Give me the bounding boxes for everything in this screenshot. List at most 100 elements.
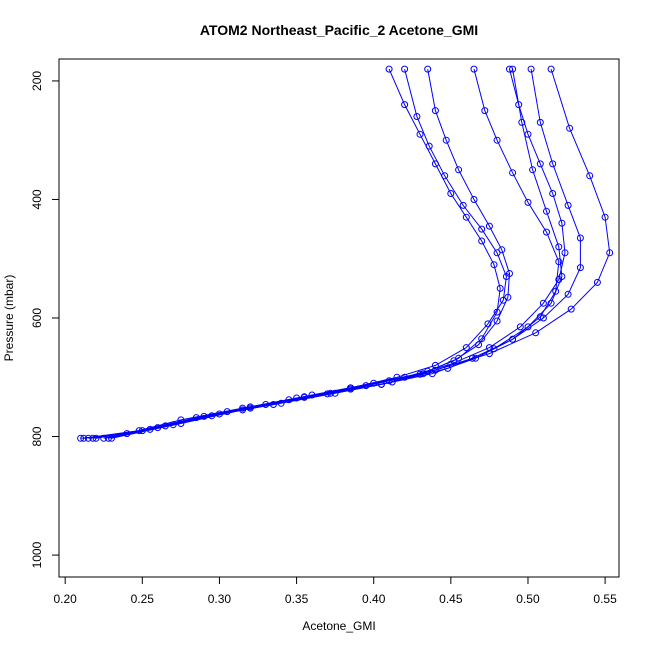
x-tick-label: 0.50 [516, 592, 540, 606]
data-point [547, 65, 555, 73]
series-line [88, 68, 507, 439]
data-point [496, 284, 504, 292]
data-point [536, 160, 544, 168]
data-point [89, 434, 97, 442]
data-point [493, 317, 501, 325]
data-point [543, 228, 550, 236]
series-8 [104, 65, 584, 442]
data-point [509, 65, 517, 73]
data-point [200, 412, 208, 420]
data-point [478, 237, 486, 245]
data-point [504, 293, 512, 301]
data-point [385, 65, 393, 73]
plot-frame [58, 58, 620, 578]
data-point [506, 65, 513, 73]
x-tick-label: 0.55 [593, 592, 617, 606]
series-6 [89, 65, 563, 442]
data-point [462, 344, 470, 352]
data-point [490, 345, 498, 353]
data-point [388, 378, 396, 386]
data-point [532, 329, 540, 337]
data-point [564, 201, 572, 209]
data-point [606, 249, 614, 257]
data-point [527, 65, 535, 73]
data-point [601, 213, 609, 221]
series-line [95, 69, 511, 439]
data-point [549, 160, 557, 168]
data-point [518, 118, 526, 126]
data-point [475, 341, 483, 349]
y-tick-label: 200 [30, 71, 44, 91]
data-point [77, 434, 85, 442]
series-line [108, 69, 581, 439]
data-point [485, 222, 493, 230]
y-tick-label: 600 [30, 308, 44, 328]
data-point [555, 258, 563, 266]
data-point [478, 225, 486, 233]
x-tick-label: 0.40 [362, 592, 386, 606]
data-point [576, 234, 584, 242]
chart-title: ATOM2 Northeast_Pacific_2 Acetone_GMI [200, 22, 478, 38]
data-point [552, 287, 560, 295]
data-point [80, 434, 88, 442]
series-line [80, 68, 501, 439]
data-point [536, 118, 544, 126]
data-point [444, 364, 452, 372]
data-point [547, 299, 555, 307]
x-tick-label: 0.35 [285, 592, 309, 606]
x-axis: 0.20 0.25 0.30 0.35 0.40 0.45 0.50 0.55 [53, 576, 617, 606]
data-point [506, 270, 513, 277]
data-point [300, 393, 308, 401]
data-point [462, 213, 470, 221]
y-tick-label: 800 [30, 426, 44, 446]
data-point [539, 299, 547, 307]
data-point [555, 243, 563, 251]
data-point [239, 406, 247, 414]
data-point [516, 323, 524, 331]
data-point [524, 198, 532, 206]
data-point [586, 172, 594, 180]
series-2 [84, 65, 510, 442]
data-point [401, 65, 409, 73]
data-point [576, 264, 584, 272]
data-point [470, 65, 478, 73]
data-point [558, 219, 566, 227]
data-point [459, 201, 467, 209]
series-line [103, 68, 566, 439]
data-point [425, 142, 433, 150]
data-point [401, 101, 409, 109]
x-tick-label: 0.30 [208, 592, 232, 606]
data-point [169, 421, 177, 429]
data-point [442, 136, 450, 144]
data-point [498, 246, 506, 254]
data-point [441, 172, 449, 180]
data-point [529, 166, 537, 174]
data-point [135, 427, 143, 435]
data-point [539, 314, 547, 322]
data-point [567, 305, 575, 313]
data-point [470, 196, 478, 203]
data-point [419, 370, 427, 378]
data-point [413, 113, 421, 120]
data-point [447, 190, 455, 197]
x-tick-label: 0.20 [53, 592, 77, 606]
data-point [362, 382, 370, 390]
y-axis: 200 400 600 800 1000 [30, 71, 60, 568]
data-point [455, 166, 463, 174]
y-axis-label: Pressure (mbar) [2, 275, 16, 362]
data-point [509, 169, 517, 177]
data-point [416, 130, 424, 138]
series-3 [92, 65, 513, 442]
data-point [104, 434, 112, 442]
series-line [92, 68, 560, 439]
data-point [484, 320, 492, 328]
series-line [111, 68, 611, 439]
series-7 [80, 65, 566, 442]
y-tick-label: 400 [30, 189, 44, 209]
series-line [83, 69, 563, 439]
data-point [478, 335, 486, 343]
data-point [481, 107, 489, 115]
y-tick-label: 1000 [30, 541, 44, 568]
data-point [424, 65, 432, 73]
